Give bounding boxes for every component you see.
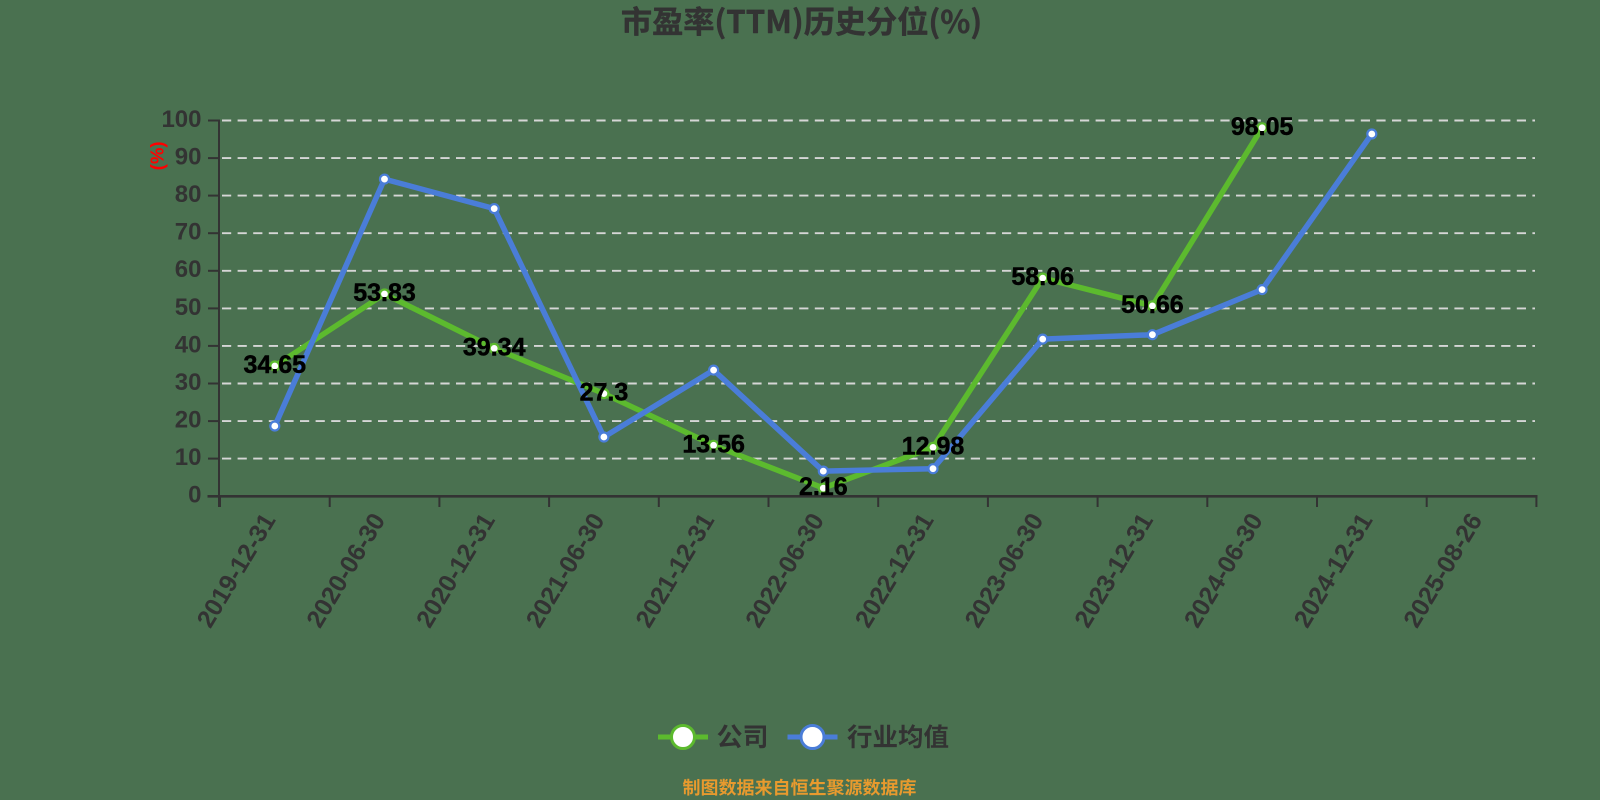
svg-text:30: 30	[175, 369, 202, 396]
svg-text:10: 10	[175, 444, 202, 471]
svg-text:60: 60	[175, 256, 202, 283]
svg-text:(%): (%)	[147, 141, 168, 170]
svg-text:100: 100	[161, 106, 201, 133]
svg-text:12.98: 12.98	[902, 432, 965, 460]
svg-text:39.34: 39.34	[463, 333, 526, 361]
svg-text:53.83: 53.83	[353, 279, 416, 307]
svg-text:2.16: 2.16	[799, 473, 848, 501]
svg-text:50: 50	[175, 294, 202, 321]
svg-text:58.06: 58.06	[1011, 263, 1074, 291]
svg-text:34.65: 34.65	[244, 351, 307, 379]
svg-text:50.66: 50.66	[1121, 291, 1184, 319]
svg-text:80: 80	[175, 181, 202, 208]
svg-text:13.56: 13.56	[682, 430, 745, 458]
svg-text:90: 90	[175, 144, 202, 171]
svg-text:20: 20	[175, 407, 202, 434]
svg-text:40: 40	[175, 331, 202, 358]
svg-text:70: 70	[175, 219, 202, 246]
svg-text:27.3: 27.3	[580, 379, 629, 407]
svg-text:98.05: 98.05	[1231, 113, 1294, 141]
svg-text:0: 0	[188, 482, 201, 509]
